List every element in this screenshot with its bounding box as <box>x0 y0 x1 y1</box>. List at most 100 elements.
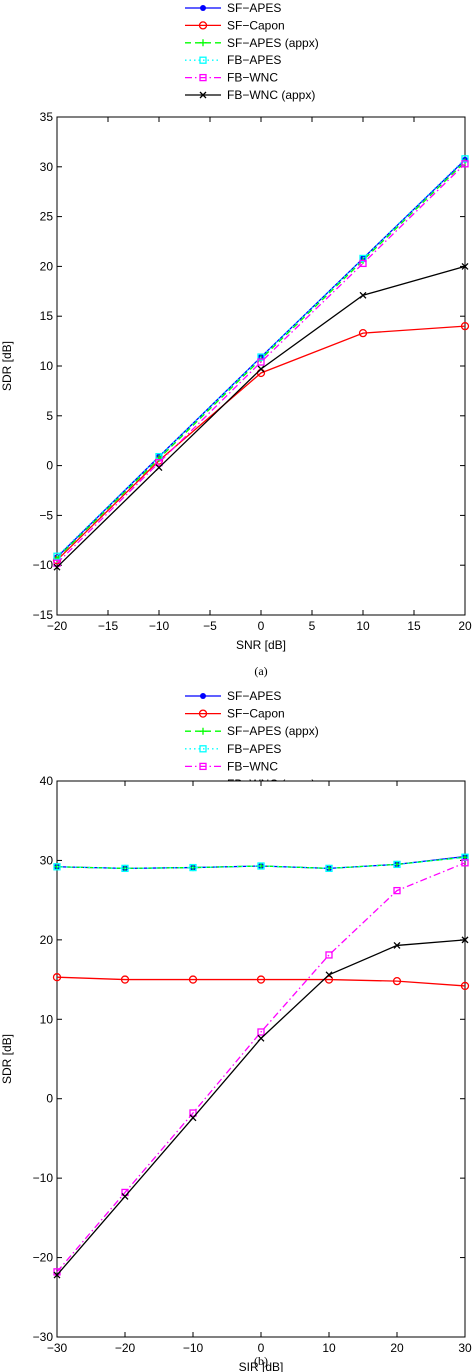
series <box>53 262 469 571</box>
data-point <box>155 464 163 472</box>
y-tick-label: 30 <box>40 160 54 174</box>
legend-label: FB−WNC <box>227 71 278 85</box>
data-point <box>359 259 367 268</box>
data-point <box>325 971 333 979</box>
data-point <box>392 977 402 986</box>
data-point <box>257 358 265 366</box>
data-point <box>460 322 470 331</box>
legend-marker <box>199 56 207 64</box>
data-point <box>257 1028 265 1036</box>
data-point <box>257 353 265 361</box>
x-tick-label: 15 <box>407 619 421 633</box>
legend-marker <box>200 5 206 11</box>
data-point <box>256 975 266 984</box>
x-tick-label: −10 <box>183 1341 204 1355</box>
legend-marker <box>199 39 207 47</box>
data-point <box>257 862 265 870</box>
y-tick-label: 5 <box>46 409 53 423</box>
y-tick-label: 20 <box>40 933 54 947</box>
y-tick-label: 30 <box>40 853 54 867</box>
data-point <box>461 155 469 163</box>
data-point <box>324 975 334 984</box>
y-tick-label: 10 <box>40 359 54 373</box>
series <box>53 936 469 1279</box>
y-tick-label: −20 <box>33 1251 54 1265</box>
legend-item: FB−WNC (appx) <box>185 88 315 102</box>
x-tick-label: −10 <box>149 619 170 633</box>
legend-marker <box>199 745 207 753</box>
y-tick-label: −10 <box>33 1171 54 1185</box>
y-tick-label: 15 <box>40 309 54 323</box>
legend-item: SF−APES <box>185 1 281 15</box>
data-point <box>359 254 367 263</box>
data-point <box>53 563 61 571</box>
data-point <box>52 973 62 982</box>
legend-item: SF−APES <box>185 689 281 703</box>
data-point <box>393 941 401 949</box>
data-point <box>53 559 61 567</box>
y-tick-label: 25 <box>40 210 54 224</box>
chart-a: SF−APES SF−Capon SF−APES (appx) FB−APES FB−W… <box>0 1 472 678</box>
data-point <box>53 1271 61 1279</box>
y-tick-label: 0 <box>46 1092 53 1106</box>
legend-item: FB−WNC <box>185 71 278 85</box>
data-point <box>155 458 163 467</box>
caption: (b) <box>254 1354 268 1368</box>
x-tick-label: 0 <box>258 619 265 633</box>
data-point <box>461 936 469 944</box>
data-point <box>121 1192 129 1200</box>
x-tick-label: 20 <box>458 619 472 633</box>
legend-label: SF−Capon <box>227 18 285 32</box>
legend-label: FB−WNC <box>227 759 278 773</box>
legend-label: SF−Capon <box>227 707 285 721</box>
series-line <box>56 856 466 870</box>
series-line <box>56 325 466 561</box>
series-line <box>56 163 466 564</box>
data-point <box>189 863 197 872</box>
data-point <box>359 291 367 299</box>
series <box>53 160 469 567</box>
y-tick-label: 40 <box>40 774 54 788</box>
legend-label: SF−APES <box>227 1 281 15</box>
x-tick-label: 10 <box>356 619 370 633</box>
data-point <box>393 860 401 869</box>
x-tick-label: −20 <box>47 619 68 633</box>
series-line <box>56 862 466 1273</box>
y-tick-label: 20 <box>40 259 54 273</box>
legend-marker <box>199 91 207 99</box>
x-tick-label: −30 <box>47 1341 68 1355</box>
legend-item: SF−Capon <box>185 707 285 721</box>
legend-label: FB−APES <box>227 742 281 756</box>
y-axis-label: SDR [dB] <box>0 341 14 391</box>
x-tick-label: 10 <box>322 1341 336 1355</box>
data-point <box>121 864 129 873</box>
data-point <box>257 1034 265 1042</box>
series <box>52 973 470 991</box>
x-axis-label: SNR [dB] <box>236 638 286 652</box>
data-point <box>460 981 470 991</box>
chart-b: SF−APES SF−Capon SF−APES (appx) FB−APES FB−W… <box>0 689 472 1372</box>
legend-marker <box>199 762 207 771</box>
series-line <box>56 158 466 557</box>
legend-marker <box>198 709 208 718</box>
x-tick-label: −20 <box>115 1341 136 1355</box>
data-point <box>53 863 61 871</box>
y-tick-label: −5 <box>39 508 53 522</box>
legend-item: FB−WNC <box>185 759 278 773</box>
legend-item: SF−APES (appx) <box>185 724 319 738</box>
data-point <box>188 975 198 984</box>
x-tick-label: 20 <box>390 1341 404 1355</box>
x-tick-label: −15 <box>98 619 119 633</box>
legend-marker <box>199 73 207 82</box>
y-tick-label: −10 <box>33 558 54 572</box>
data-point <box>325 864 333 873</box>
y-tick-label: 0 <box>46 459 53 473</box>
x-tick-label: 30 <box>458 1341 472 1355</box>
plot-area <box>56 116 466 616</box>
data-point <box>461 859 469 867</box>
data-point <box>53 552 61 560</box>
data-point <box>120 975 130 984</box>
legend-label: SF−APES (appx) <box>227 36 319 50</box>
legend-label: FB−WNC (appx) <box>227 88 315 102</box>
